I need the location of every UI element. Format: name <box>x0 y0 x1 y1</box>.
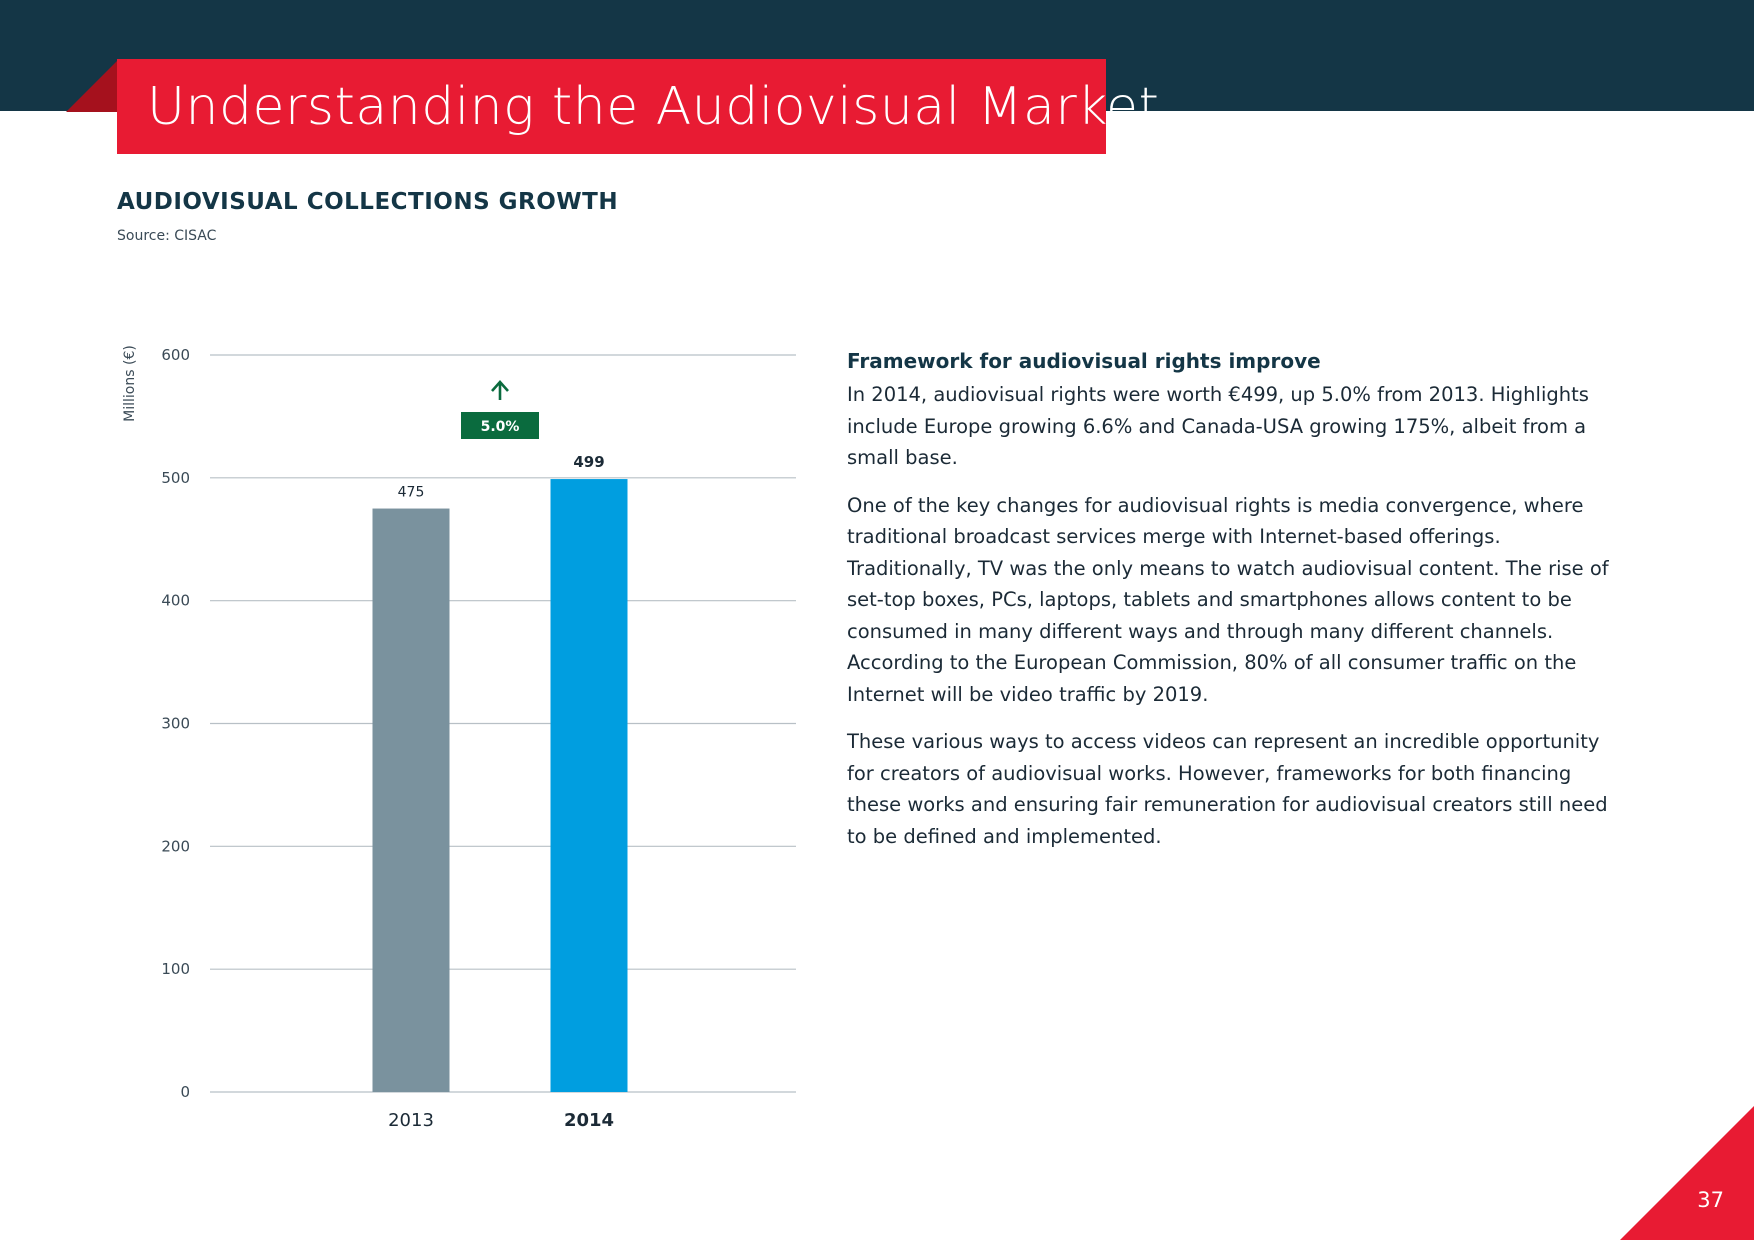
growth-badge-label: 5.0% <box>481 419 520 435</box>
y-tick-label: 500 <box>161 469 190 487</box>
y-tick-label: 0 <box>180 1083 190 1101</box>
article: Framework for audiovisual rights improve… <box>847 349 1627 868</box>
growth-badge <box>461 412 539 439</box>
arrow-up-icon-head <box>491 380 509 392</box>
article-paragraph: In 2014, audiovisual rights were worth €… <box>847 383 1589 469</box>
chart-title: AUDIOVISUAL COLLECTIONS GROWTH <box>117 189 619 215</box>
y-tick-label: 300 <box>161 715 190 733</box>
page-title: Understanding the Audiovisual Market <box>147 76 1160 137</box>
chart-source: Source: CISAC <box>117 228 217 244</box>
y-tick-label: 200 <box>161 837 190 855</box>
bar-2014 <box>550 479 628 1092</box>
page-number: 37 <box>1697 1188 1724 1212</box>
article-paragraph: These various ways to access videos can … <box>847 730 1608 848</box>
article-paragraph: One of the key changes for audiovisual r… <box>847 493 1609 706</box>
y-tick-label: 600 <box>161 346 190 364</box>
bar-2013 <box>372 508 450 1092</box>
corner-decoration <box>1620 1106 1754 1240</box>
title-fold-decoration <box>66 60 118 112</box>
bar-chart: Millions (€) 0 100 200 300 400 500 600 475 2013 49… <box>122 345 796 1131</box>
y-tick-label: 400 <box>161 592 190 610</box>
y-tick-label: 100 <box>161 960 190 978</box>
data-label: 499 <box>573 453 604 471</box>
x-tick-label: 2013 <box>388 1110 434 1131</box>
data-label: 475 <box>398 485 425 501</box>
x-tick-label: 2014 <box>564 1110 614 1131</box>
title-banner: Understanding the Audiovisual Market <box>117 59 1159 154</box>
y-axis-label: Millions (€) <box>122 345 138 422</box>
article-heading: Framework for audiovisual rights improve <box>847 349 1321 373</box>
